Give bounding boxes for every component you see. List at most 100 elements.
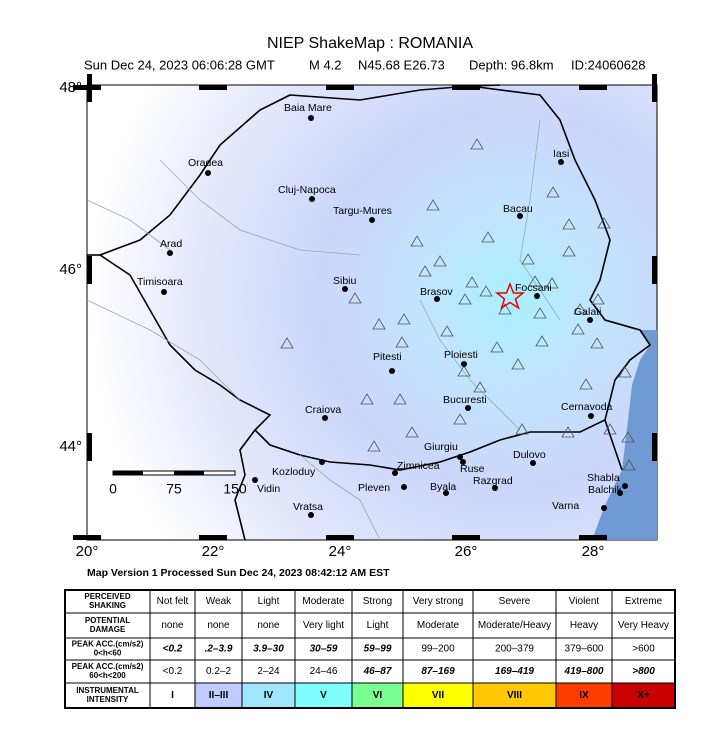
station (561, 426, 575, 438)
lat-tick-label: 48° (59, 79, 82, 96)
legend-cell-text: none (161, 620, 184, 631)
city-label: Pleven (358, 482, 390, 494)
legend-cell-text: 0.2–2 (206, 666, 231, 677)
city-dot (308, 115, 314, 121)
legend-cell (294, 612, 353, 639)
station (470, 138, 484, 150)
lon-tick-bar (579, 85, 607, 90)
event-info-item: Depth: 96.8km (469, 57, 554, 72)
legend-cell (611, 612, 676, 639)
city-label: Focsani (515, 282, 552, 294)
station (393, 393, 407, 405)
legend-cell-text: 99–200 (421, 644, 455, 655)
lon-tick-bar (73, 535, 101, 540)
station (360, 393, 374, 405)
legend-row-label: DAMAGE (90, 625, 126, 634)
lon-tick-bar (199, 535, 227, 540)
station (410, 235, 424, 247)
legend-cell-text: 419–800 (564, 666, 604, 677)
legend-cell-text: Violent (569, 596, 600, 607)
station (545, 277, 559, 289)
city-label: Vidin (257, 483, 280, 495)
lat-tick-bar (652, 256, 657, 284)
scale-bar (112, 470, 236, 476)
station (348, 292, 362, 304)
lon-tick-bar (73, 85, 101, 90)
legend-row-label: INSTRUMENTAL (76, 686, 139, 695)
station (521, 253, 535, 265)
station (562, 218, 576, 230)
legend-cell (194, 682, 243, 709)
legend-cell-text: I (171, 690, 174, 701)
legend-cell-text: II–III (209, 690, 229, 701)
legend-row-label: 0<h<60 (94, 649, 122, 658)
city-dot (308, 512, 314, 518)
title: NIEP ShakeMap : ROMANIA (267, 35, 473, 52)
legend-cell-text: 379–600 (565, 644, 604, 655)
city-dot (401, 484, 407, 490)
legend-cell-text: none (257, 620, 280, 631)
legend-row-label: 60<h<200 (89, 671, 126, 680)
station (481, 231, 495, 243)
lon-tick-bar (326, 85, 354, 90)
station (458, 293, 472, 305)
city-dot (534, 293, 540, 299)
city-dot (252, 477, 258, 483)
city-label: Oradea (188, 157, 223, 169)
stations (280, 138, 636, 471)
lon-tick-bar (326, 535, 354, 540)
city-label: Baia Mare (284, 102, 332, 114)
city-dot (530, 460, 536, 466)
legend-cell-text: 30–59 (310, 644, 338, 655)
city-label: Bucuresti (443, 394, 487, 406)
station (597, 217, 611, 229)
legend-cell-text: Light (367, 620, 389, 631)
legend-cell-text: 3.9–30 (253, 644, 284, 655)
station (372, 318, 386, 330)
city-label: Bacau (503, 203, 533, 215)
legend-cell-text: <0.2 (163, 644, 183, 655)
legend-cell (402, 682, 474, 709)
legend-cell-text: none (207, 620, 230, 631)
city-dot (342, 286, 348, 292)
city-dot (465, 405, 471, 411)
legend-cell-text: 87–169 (421, 666, 455, 677)
lon-tick-bar (452, 85, 480, 90)
city-label: Varna (552, 500, 579, 512)
legend-row-label: PERCEIVED (84, 592, 130, 601)
city-label: Sibiu (333, 275, 357, 287)
city-dot (322, 415, 328, 421)
event-info-item: ID:24060628 (571, 57, 645, 72)
city-dot (443, 490, 449, 496)
lon-tick-label: 28° (582, 543, 605, 560)
station (479, 285, 493, 297)
legend-cell-text: Not felt (157, 596, 189, 607)
lon-tick-label: 26° (455, 543, 478, 560)
lat-tick-label: 44° (59, 438, 82, 455)
station (457, 365, 471, 377)
city-dot (434, 296, 440, 302)
station (511, 358, 525, 370)
city-dot (460, 459, 466, 465)
city-label: Pitesti (373, 351, 402, 363)
event-info-item: Sun Dec 24, 2023 06:06:28 GMT (84, 57, 275, 72)
legend-cell-text: IX (579, 690, 589, 701)
city-label: Iasi (553, 148, 569, 160)
city-label: Brasov (420, 286, 453, 298)
legend-cell-text: 200–379 (495, 644, 534, 655)
legend-cell-text: 59–99 (364, 644, 392, 655)
city-dot (319, 459, 325, 465)
cities: Baia Mare Oradea Cluj-Napoca Targu-Mures Ara… (137, 102, 628, 518)
station (603, 423, 617, 435)
city-label: Dulovo (513, 449, 546, 461)
legend-cell-text: V (320, 690, 327, 701)
city-label: Vratsa (293, 501, 323, 513)
city-dot (309, 196, 315, 202)
station (590, 337, 604, 349)
legend-row-label: SHAKING (89, 601, 126, 610)
scale-label: 75 (166, 481, 182, 497)
city-dot (161, 289, 167, 295)
legend-cell-text: 24–46 (310, 666, 338, 677)
